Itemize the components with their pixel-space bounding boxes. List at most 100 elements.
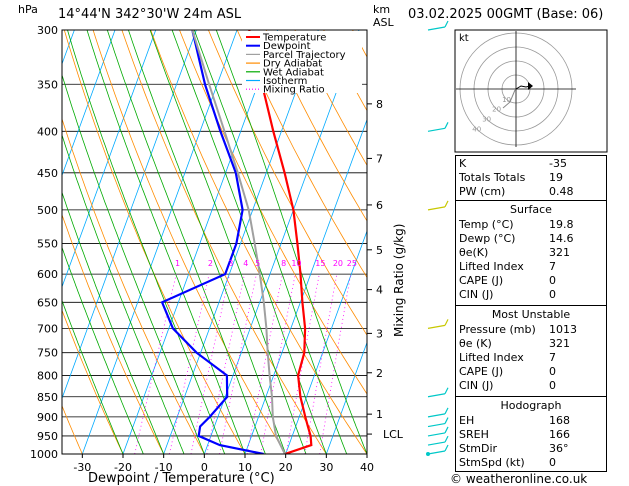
isotherm-line [163,30,319,454]
wet-adiabat-line [106,30,266,454]
pressure-tick-label: 300 [37,24,58,37]
datetime-label: 03.02.2025 00GMT (Base: 06) [408,7,604,22]
lcl-label: LCL [383,428,404,441]
surface-row: Temp (°C) 19.8 [459,218,574,231]
dry-adiabat-line [63,30,246,454]
wind-barb-flag [444,444,449,452]
most-unstable-box: Most Unstable Pressure (mb) 1013 θe (K) 32… [455,305,607,397]
mixing-ratio-label: 2 [208,259,213,268]
mixing-ratio-line [260,274,296,454]
wet-adiabat-line [86,30,246,454]
x-axis-title: Dewpoint / Temperature (°C) [88,471,275,486]
surface-row: Dewp (°C) 14.6 [459,232,574,245]
wet-adiabat-line [215,30,367,454]
mixing-ratio-line [319,274,352,454]
wind-barb-staff [427,206,446,211]
wind-barb-flag [444,407,449,415]
isotherm-line [203,30,360,454]
surface-box: Surface Temp (°C) 19.8 Dewp (°C) 14.6 θe(K… [455,200,607,306]
index-row-totals: Totals Totals 19 [459,171,563,184]
surface-row: CIN (J) 0 [459,288,556,301]
wind-barb-staff [427,26,446,31]
legend-entry: Wet Adiabat [263,67,324,78]
wind-barb-flag [444,426,449,434]
wind-barb-staff [427,441,446,446]
mixing-ratio-line [134,274,177,454]
x-tick-label: 20 [279,461,293,474]
mixing-ratio-line [219,274,257,454]
wet-adiabat-line [62,299,124,454]
legend-entry: Dry Adiabat [263,59,322,70]
isotherm-line [81,30,238,454]
hodograph-ring-label: 30 [482,116,491,124]
km-tick-label: 3 [376,327,383,340]
pressure-tick-label: 550 [37,237,58,250]
pressure-tick-label: 700 [37,322,58,335]
pressure-tick-label: 950 [37,430,58,443]
x-tick-label: 30 [319,461,333,474]
mixing-ratio-label: 5 [255,259,260,268]
most-unstable-row: Pressure (mb) 1013 [459,323,577,336]
hodograph-ring-label: 40 [472,125,481,133]
wind-barb-surface-dot [426,452,430,456]
most-unstable-row: CIN (J) 0 [459,379,556,392]
hodograph-row: SREH 166 [459,428,570,441]
dry-adiabat-line [208,30,367,336]
wet-adiabat-line [62,73,205,454]
legend-background [242,31,362,93]
index-row-pw: PW (cm) 0.48 [459,185,574,198]
hodograph-ring-label: 20 [492,106,501,114]
pressure-tick-label: 850 [37,391,58,404]
isotherm-line [325,341,367,454]
wind-barb-flag [444,20,449,28]
mixing-ratio-line [190,274,230,454]
mixing-ratio-line [246,274,283,454]
hodograph-unit-label: kt [459,33,469,44]
pressure-tick-label: 500 [37,204,58,217]
pressure-tick-label: 650 [37,296,58,309]
wind-barb-staff [427,324,446,329]
km-unit-label: km [373,3,391,16]
km-tick-label: 5 [376,244,383,257]
hodograph-ring-label: 10 [502,96,511,104]
wind-barb-flag [444,122,449,129]
mixing-ratio-line [285,274,320,454]
dry-adiabat-line [294,30,367,167]
indices-panel: K -35 Totals Totals 19 PW (cm) 0.48 Surface… [455,155,607,472]
wet-adiabat-line [171,30,327,454]
wind-barb-flag [444,319,449,326]
isotherm-line [122,30,279,454]
wind-barb-flag [444,200,449,208]
wind-barb-flag [444,387,449,395]
x-tick-label: 0 [201,461,208,474]
km-tick-label: 8 [376,98,383,111]
copyright-footer: © weatheronline.co.uk [450,472,588,486]
mixing-ratio-label: 10 [291,259,301,268]
km-tick-label: 4 [376,284,383,297]
hodograph-storm-marker [528,82,533,90]
wet-adiabat-line [149,30,307,454]
mixing-ratio-line [169,274,210,454]
legend-entry: Parcel Trajectory [263,50,346,61]
km-tick-label: 1 [376,408,383,421]
legend-entry: Isotherm [263,76,307,87]
mixing-ratio-line [206,274,245,454]
mixing-ratio-label: 20 [333,259,343,268]
dry-adiabat-line [92,30,287,454]
dry-adiabat-line [150,30,367,454]
x-tick-label: -20 [114,461,132,474]
x-tick-label: -10 [155,461,173,474]
parcel-trajectory [191,30,286,454]
most-unstable-row: CAPE (J) 0 [459,365,556,378]
pressure-tick-label: 350 [37,78,58,91]
hodograph-title: Hodograph [500,399,562,412]
isotherm-line [285,229,367,454]
wet-adiabat-line [62,133,185,454]
temperature-profile [248,30,313,454]
wind-barb-staff [427,450,446,455]
x-tick-label: 40 [360,461,374,474]
basic-indices-box: K -35 Totals Totals 19 PW (cm) 0.48 [455,155,607,201]
mixing-ratio-label: 8 [281,259,286,268]
